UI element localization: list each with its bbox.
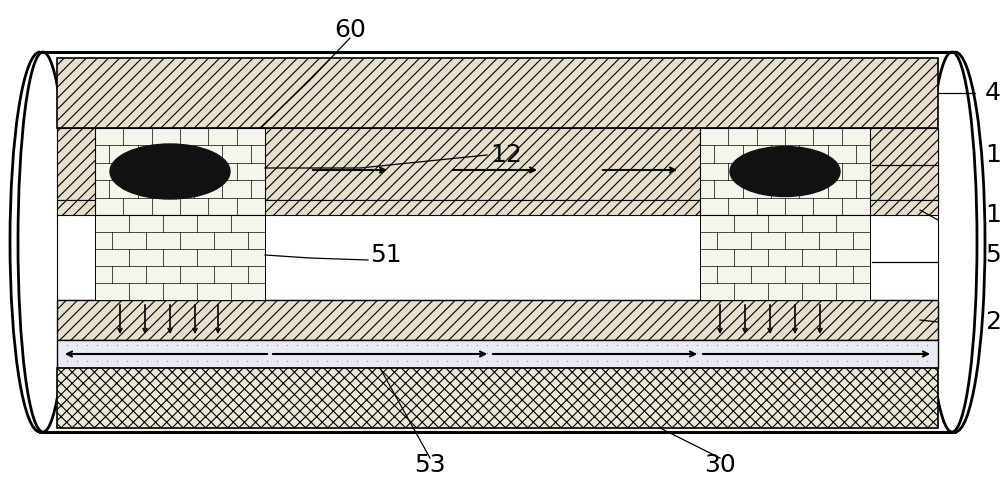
- Bar: [700, 128, 870, 215]
- Bar: [57, 128, 938, 200]
- Text: 51: 51: [370, 243, 402, 267]
- Bar: [57, 368, 938, 428]
- Text: 52: 52: [985, 243, 1000, 267]
- Text: 60: 60: [334, 18, 366, 42]
- Text: 11: 11: [985, 143, 1000, 167]
- Bar: [55, 52, 940, 432]
- Text: 20: 20: [985, 310, 1000, 334]
- Bar: [57, 128, 938, 300]
- Bar: [57, 200, 938, 215]
- Bar: [57, 340, 938, 368]
- Bar: [57, 300, 938, 340]
- Text: 40: 40: [985, 81, 1000, 105]
- Text: 10: 10: [985, 203, 1000, 227]
- Ellipse shape: [730, 147, 840, 197]
- Bar: [700, 215, 870, 300]
- Bar: [95, 215, 265, 300]
- Bar: [57, 58, 938, 128]
- Ellipse shape: [927, 52, 977, 432]
- Ellipse shape: [110, 144, 230, 199]
- Text: 30: 30: [704, 453, 736, 477]
- Ellipse shape: [18, 52, 68, 432]
- Bar: [95, 128, 265, 215]
- Text: 12: 12: [490, 143, 522, 167]
- Text: 53: 53: [414, 453, 446, 477]
